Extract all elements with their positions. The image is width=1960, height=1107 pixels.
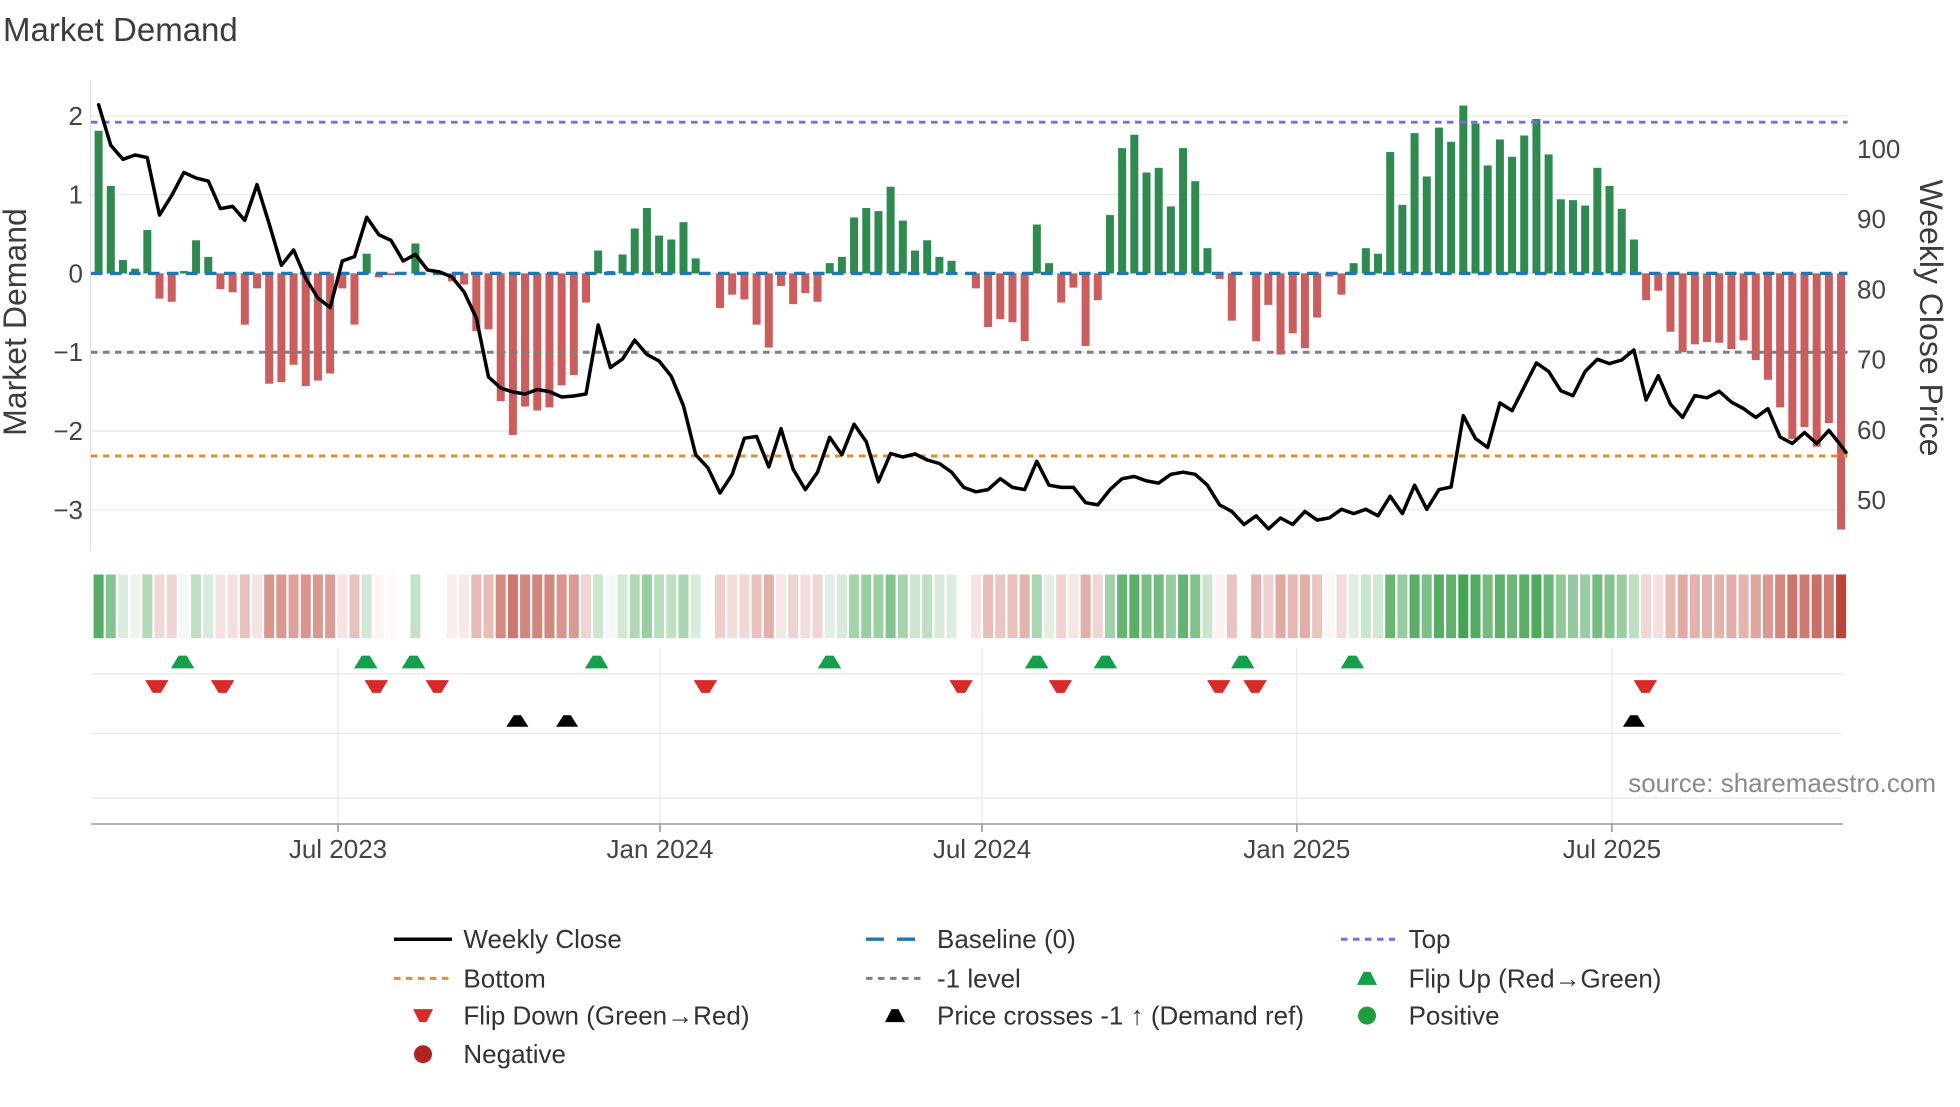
svg-text:Jan 2025: Jan 2025 — [1243, 834, 1350, 864]
svg-text:Market Demand: Market Demand — [3, 11, 238, 48]
svg-text:source: sharemaestro.com: source: sharemaestro.com — [1628, 768, 1936, 798]
svg-text:60: 60 — [1857, 415, 1886, 445]
svg-text:90: 90 — [1857, 204, 1886, 234]
svg-text:-1 level: -1 level — [937, 963, 1021, 993]
svg-text:Flip Up (Red→Green): Flip Up (Red→Green) — [1409, 963, 1662, 993]
svg-text:2: 2 — [69, 101, 83, 131]
svg-text:Weekly Close Price: Weekly Close Price — [1913, 180, 1949, 457]
svg-text:80: 80 — [1857, 274, 1886, 304]
svg-text:Positive: Positive — [1409, 1001, 1500, 1031]
svg-text:−1: −1 — [53, 337, 83, 367]
svg-text:50: 50 — [1857, 485, 1886, 515]
svg-text:Price crosses -1 ↑ (Demand ref: Price crosses -1 ↑ (Demand ref) — [937, 1001, 1304, 1031]
svg-text:Negative: Negative — [463, 1039, 566, 1069]
svg-text:Weekly Close: Weekly Close — [463, 924, 621, 954]
svg-text:Jul 2024: Jul 2024 — [933, 834, 1031, 864]
svg-text:Top: Top — [1409, 924, 1451, 954]
svg-text:−3: −3 — [53, 495, 83, 525]
svg-text:Jul 2025: Jul 2025 — [1563, 834, 1661, 864]
svg-text:Jul 2023: Jul 2023 — [289, 834, 387, 864]
svg-text:1: 1 — [69, 180, 83, 210]
svg-text:Bottom: Bottom — [463, 963, 545, 993]
svg-text:Flip Down (Green→Red): Flip Down (Green→Red) — [463, 1001, 749, 1031]
svg-text:0: 0 — [69, 258, 83, 288]
svg-text:Market Demand: Market Demand — [0, 208, 33, 436]
svg-text:−2: −2 — [53, 416, 83, 446]
svg-text:Baseline (0): Baseline (0) — [937, 924, 1076, 954]
svg-text:100: 100 — [1857, 134, 1900, 164]
svg-text:70: 70 — [1857, 345, 1886, 375]
svg-text:Jan 2024: Jan 2024 — [607, 834, 714, 864]
